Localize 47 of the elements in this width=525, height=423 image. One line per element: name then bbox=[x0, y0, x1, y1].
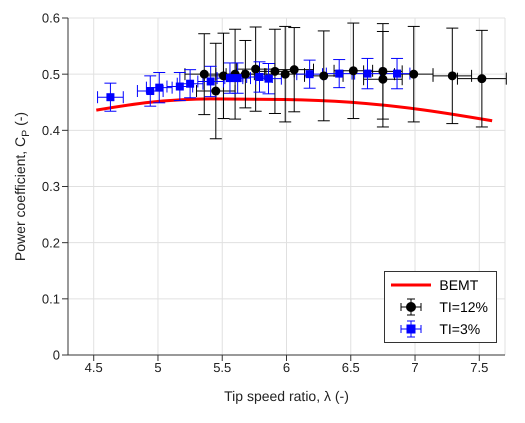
point bbox=[206, 77, 215, 86]
point bbox=[363, 70, 372, 78]
point bbox=[256, 72, 264, 81]
point bbox=[335, 70, 344, 78]
y-tick-label: 0 bbox=[52, 348, 60, 363]
legend-label: TI=12% bbox=[439, 299, 488, 315]
point bbox=[200, 70, 209, 79]
x-tick-label: 4.5 bbox=[84, 360, 103, 376]
y-tick-label: 0.3 bbox=[42, 179, 60, 194]
legend-label: BEMT bbox=[439, 277, 478, 293]
x-tick-label: 6.5 bbox=[342, 360, 360, 376]
point bbox=[251, 64, 260, 74]
y-tick-label: 0.2 bbox=[42, 235, 60, 250]
x-tick-label: 5 bbox=[154, 360, 162, 376]
point bbox=[264, 74, 273, 83]
point bbox=[409, 70, 418, 79]
point bbox=[378, 66, 388, 76]
y-tick-label: 0.4 bbox=[42, 122, 60, 138]
point bbox=[106, 93, 114, 102]
x-tick-label: 5.5 bbox=[213, 360, 232, 376]
point bbox=[290, 65, 299, 74]
point bbox=[477, 74, 486, 84]
point bbox=[306, 70, 314, 78]
x-axis-title: Tip speed ratio, λ (-) bbox=[224, 388, 349, 404]
point bbox=[378, 74, 388, 84]
point bbox=[319, 71, 328, 80]
point bbox=[186, 80, 194, 88]
point bbox=[226, 74, 234, 82]
y-tick-label: 0.6 bbox=[42, 10, 60, 26]
point bbox=[146, 87, 154, 96]
point bbox=[280, 70, 290, 79]
point bbox=[448, 71, 457, 80]
point bbox=[348, 66, 358, 76]
point bbox=[155, 84, 164, 92]
line-series bbox=[94, 97, 494, 122]
point bbox=[270, 66, 280, 76]
y-tick-label: 0.1 bbox=[42, 291, 60, 306]
point bbox=[240, 70, 250, 79]
x-tick-label: 6 bbox=[282, 360, 290, 376]
legend-label: TI=3% bbox=[439, 321, 480, 337]
point bbox=[393, 70, 402, 78]
point bbox=[176, 82, 184, 91]
point bbox=[211, 86, 220, 96]
point bbox=[234, 74, 242, 82]
x-tick-label: 7.5 bbox=[470, 360, 488, 376]
y-tick-label: 0.5 bbox=[42, 66, 60, 82]
x-tick-label: 7 bbox=[411, 360, 419, 376]
